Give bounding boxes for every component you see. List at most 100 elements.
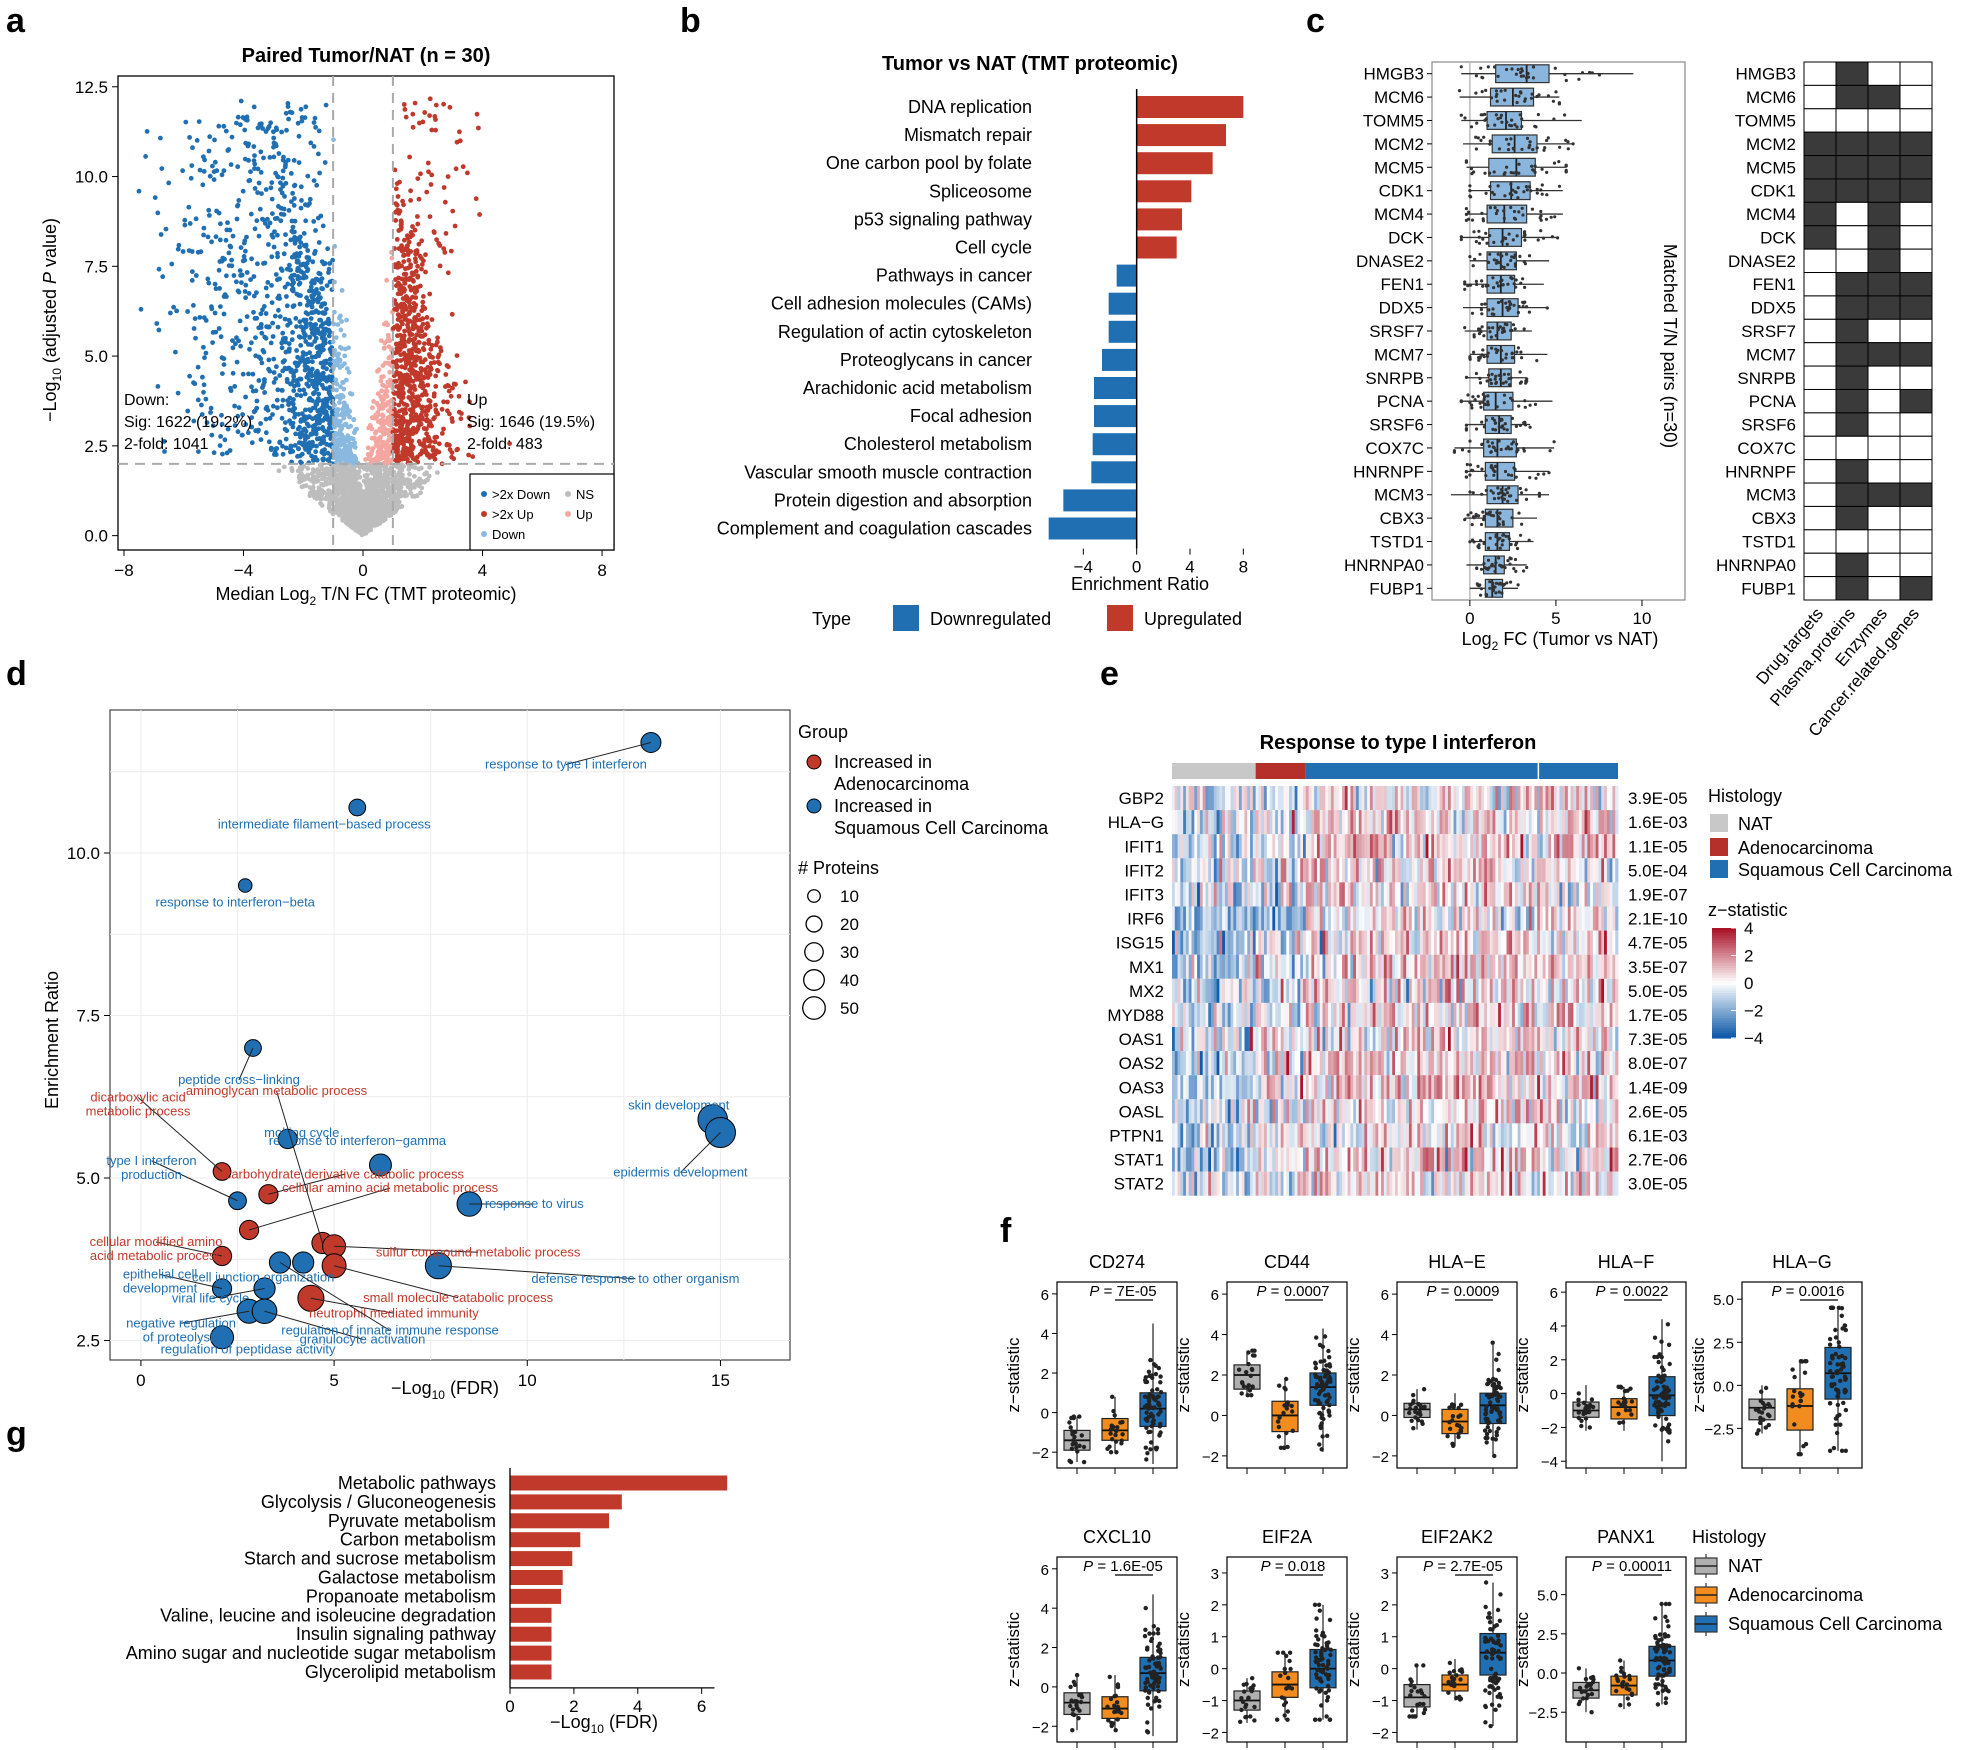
data-point	[1466, 284, 1470, 288]
heatmap-cell	[1244, 786, 1248, 811]
volcano-point	[463, 379, 468, 385]
volcano-point	[280, 182, 286, 188]
data-point	[1477, 229, 1481, 233]
volcano-point	[213, 286, 219, 292]
volcano-point	[340, 394, 346, 399]
heatmap-cell	[1350, 786, 1354, 811]
volcano-point	[274, 397, 280, 403]
data-point	[1463, 280, 1467, 284]
matrix-cell	[1803, 84, 1837, 110]
heatmap-cell	[1539, 786, 1544, 811]
volcano-point	[279, 129, 284, 135]
data-point	[1522, 327, 1526, 331]
volcano-point	[242, 116, 247, 121]
volcano-point	[354, 487, 359, 493]
data-point	[1504, 380, 1508, 384]
volcano-point	[243, 295, 249, 301]
heatmap-cell	[1197, 786, 1201, 811]
volcano-point	[265, 280, 271, 285]
volcano-point	[411, 270, 417, 276]
volcano-point	[311, 474, 316, 480]
term-label: response to virus	[485, 1196, 584, 1211]
volcano-point	[288, 171, 294, 176]
data-point	[1473, 398, 1477, 402]
volcano-point	[352, 444, 358, 450]
matrix-gene-label: HMGB3	[1736, 65, 1796, 84]
data-point	[1503, 194, 1507, 198]
volcano-point	[173, 349, 178, 355]
volcano-point	[252, 408, 258, 414]
volcano-point	[242, 156, 248, 162]
volcano-point	[221, 362, 227, 367]
volcano-point	[351, 475, 357, 481]
data-point	[1509, 542, 1513, 547]
volcano-point	[186, 248, 192, 254]
data-point	[1485, 567, 1489, 571]
data-point	[1481, 510, 1485, 514]
volcano-point	[316, 391, 322, 397]
matrix-cell	[1899, 61, 1933, 86]
matrix-cell	[1867, 435, 1901, 461]
legend-label-2x-down: >2x Down	[492, 487, 550, 502]
volcano-point	[335, 510, 340, 516]
volcano-point	[430, 445, 436, 450]
volcano-point	[414, 325, 420, 330]
volcano-point	[333, 377, 339, 383]
data-point	[1500, 120, 1504, 124]
data-point	[1541, 236, 1546, 240]
gene-label: HNRNPF	[1353, 462, 1424, 481]
legend-key-down	[481, 531, 487, 537]
data-point	[1520, 356, 1524, 360]
volcano-point	[418, 421, 424, 427]
volcano-point	[417, 476, 423, 482]
volcano-point	[441, 246, 447, 252]
data-point	[1489, 96, 1494, 100]
volcano-point	[427, 420, 433, 426]
volcano-point	[305, 472, 311, 478]
heatmap-cell	[1252, 786, 1257, 811]
data-point	[1471, 395, 1475, 399]
volcano-point	[418, 372, 423, 377]
heatmap-cell	[1344, 786, 1349, 811]
volcano-point	[168, 310, 173, 316]
volcano-point	[274, 446, 280, 451]
heatmap-cell	[1400, 786, 1404, 811]
volcano-point	[280, 168, 286, 174]
volcano-point	[144, 129, 150, 134]
volcano-point	[238, 245, 244, 251]
heatmap-title: Response to type I interferon	[1260, 732, 1537, 754]
pathway-label: p53 signaling pathway	[854, 209, 1032, 229]
data-point	[1481, 237, 1485, 241]
data-point	[1464, 375, 1469, 379]
volcano-point	[262, 390, 267, 395]
volcano-point	[320, 476, 325, 482]
volcano-point	[372, 489, 378, 495]
data-point	[1480, 312, 1484, 316]
volcano-point	[256, 180, 262, 186]
volcano-point	[383, 403, 389, 408]
volcano-point	[136, 188, 142, 194]
volcano-point	[193, 216, 199, 222]
volcano-point	[439, 431, 445, 436]
volcano-point	[259, 191, 264, 197]
volcano-point	[279, 268, 285, 273]
data-point	[1514, 475, 1518, 479]
volcano-point	[313, 449, 319, 455]
volcano-point	[433, 451, 438, 457]
data-point	[1520, 206, 1524, 210]
heatmap-cell	[1213, 786, 1217, 811]
volcano-point	[312, 251, 317, 256]
heatmap-cell	[1417, 786, 1421, 811]
volcano-point	[398, 481, 404, 487]
data-point	[1506, 473, 1511, 477]
heatmap-cell	[1238, 786, 1243, 811]
volcano-point	[282, 358, 287, 363]
volcano-point	[258, 437, 264, 442]
volcano-point	[271, 356, 277, 362]
data-point	[1520, 491, 1524, 495]
data-point	[1516, 186, 1520, 190]
gene-label: FEN1	[1381, 275, 1424, 294]
heatmap-cell	[1205, 810, 1209, 835]
volcano-point	[284, 303, 290, 309]
data-point	[1499, 564, 1503, 568]
